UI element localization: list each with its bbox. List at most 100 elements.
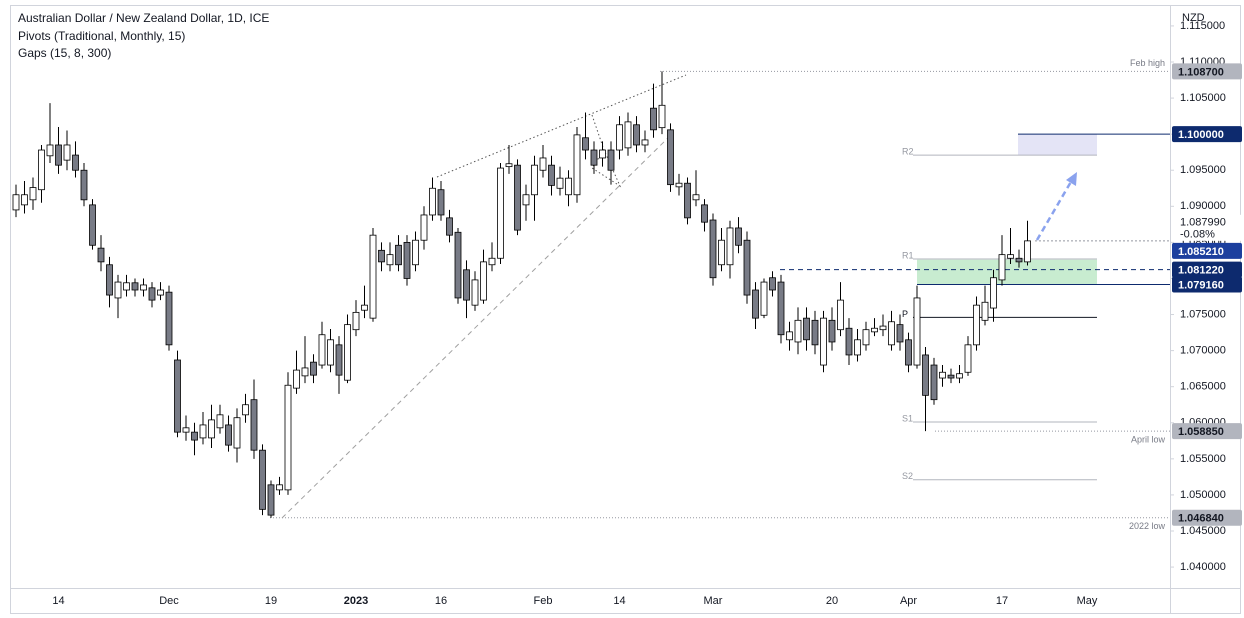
candle-body	[480, 261, 487, 301]
candle-body	[752, 289, 759, 319]
currency-label: NZD	[1182, 12, 1205, 24]
candle-body	[777, 281, 785, 336]
candle-body	[429, 187, 436, 216]
candle-body	[743, 239, 751, 296]
x-tick-label: 20	[826, 595, 838, 607]
line-tag: 1.100000	[1178, 129, 1224, 141]
x-tick-label: Dec	[159, 595, 179, 607]
projection-arrow	[1035, 179, 1074, 241]
candle-body	[888, 321, 895, 346]
candle-body	[157, 289, 164, 296]
x-tick-label: 14	[613, 595, 625, 607]
candle-body	[998, 254, 1006, 281]
line-tag: 1.079160	[1178, 279, 1224, 291]
candle-body	[956, 373, 963, 379]
candle-body	[250, 399, 258, 451]
candle-body	[854, 339, 861, 356]
candle-body	[63, 144, 71, 161]
zone	[1018, 134, 1097, 156]
candle-body	[726, 227, 734, 266]
candle-body	[692, 194, 700, 201]
candle-body	[769, 277, 776, 291]
candle-body	[837, 299, 844, 331]
candle-body	[820, 317, 827, 366]
candle-body	[641, 139, 649, 146]
candle-body	[174, 359, 181, 433]
candle-body	[216, 414, 224, 429]
candle-body	[437, 189, 445, 216]
y-tick-label: 1.075000	[1180, 308, 1226, 320]
candle-body	[55, 144, 62, 166]
candle-body	[318, 334, 326, 366]
y-tick-label: 1.105000	[1180, 92, 1226, 104]
candle-body	[182, 427, 190, 433]
trend-line	[436, 74, 687, 178]
candle-body	[89, 204, 96, 246]
candle-body	[667, 129, 674, 186]
candle-body	[1007, 254, 1014, 259]
candle-body	[658, 104, 666, 129]
candle-body	[293, 369, 300, 389]
candle-body	[335, 344, 343, 376]
candle-body	[344, 324, 351, 381]
candle-body	[828, 319, 836, 343]
pivot-label: P	[902, 309, 908, 319]
candle-body	[233, 417, 241, 449]
candle-body	[862, 329, 870, 346]
candle-body	[106, 264, 113, 296]
line-tag-bg	[1172, 276, 1242, 293]
candle-body	[276, 484, 283, 491]
candle-body	[369, 234, 377, 319]
pivot-label: S1	[902, 413, 913, 423]
indicator-label: Pivots (Traditional, Monthly, 15)	[18, 29, 185, 43]
candle-body	[1015, 257, 1023, 263]
candle-body	[624, 121, 632, 149]
candle-body	[361, 304, 368, 311]
candle-body	[675, 182, 683, 188]
candle-body	[454, 231, 462, 299]
candle-body	[21, 194, 28, 206]
candle-body	[97, 247, 105, 263]
candle-body	[990, 277, 997, 309]
candle-body	[947, 374, 955, 379]
candle-body	[811, 319, 819, 346]
y-tick-label: 1.115000	[1180, 20, 1225, 32]
candle-body	[284, 384, 292, 491]
candle-body	[905, 339, 912, 366]
candle-body	[1024, 240, 1031, 263]
candle-body	[794, 319, 802, 343]
candle-body	[446, 217, 453, 236]
candle-body	[165, 291, 173, 346]
candle-body	[352, 311, 360, 331]
foreground-layer: 1.108700 1.058850 1.046840 1.100000 1.081220…	[12, 63, 1242, 526]
candle-body	[208, 419, 215, 439]
candle-body	[310, 361, 317, 376]
indicator-label: Gaps (15, 8, 300)	[18, 46, 111, 60]
candle-body	[616, 124, 623, 151]
candle-body	[29, 187, 37, 201]
y-tick-label: 1.055000	[1180, 453, 1226, 465]
x-tick-label: May	[1077, 595, 1098, 607]
candle-body	[395, 244, 402, 266]
x-tick-label: Apr	[900, 595, 917, 607]
x-tick-label: Mar	[704, 595, 723, 607]
x-tick-label: 14	[52, 595, 64, 607]
candle-body	[871, 327, 878, 333]
candle-body	[701, 204, 708, 223]
candle-body	[922, 354, 929, 396]
candle-body	[684, 182, 691, 219]
y-tick-label: 1.045000	[1180, 525, 1226, 537]
candle-body	[548, 164, 555, 186]
level-tag-bg	[1172, 63, 1242, 80]
candle-body	[939, 371, 946, 379]
candle-body	[199, 424, 207, 439]
level-annotation: Feb high	[1130, 58, 1165, 68]
level-annotation: 2022 low	[1129, 521, 1166, 531]
level-tag: 1.108700	[1178, 66, 1224, 78]
chart-title: Australian Dollar / New Zealand Dollar, …	[18, 11, 269, 25]
candle-body	[981, 301, 989, 321]
y-tick-label: 1.095000	[1180, 164, 1226, 176]
candle-body	[148, 287, 156, 301]
line-tag-bg	[1172, 261, 1242, 278]
